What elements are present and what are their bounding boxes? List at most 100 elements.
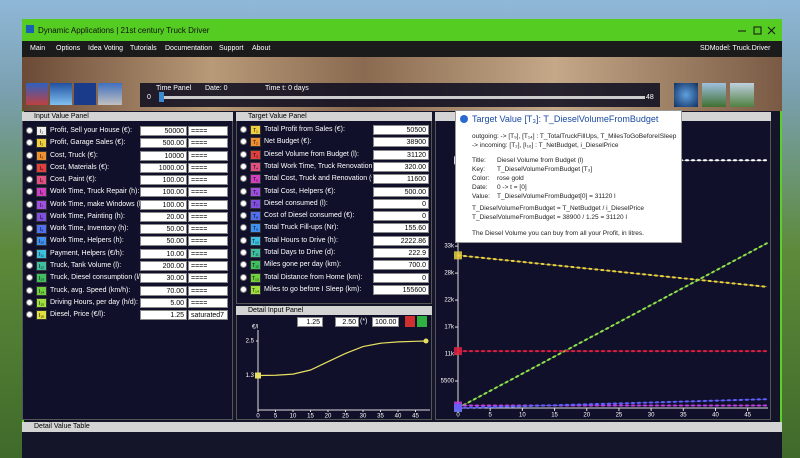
input-mode[interactable]: ==== [188,138,228,149]
radio[interactable] [240,175,247,183]
input-mode[interactable]: ==== [188,175,228,186]
radio[interactable] [240,162,247,170]
radio[interactable] [26,151,33,159]
input-mode[interactable]: saturated7 [188,310,228,321]
input-mode[interactable]: ==== [188,126,228,136]
radio[interactable] [26,163,33,171]
input-mode[interactable]: ==== [188,297,228,308]
thumbnail[interactable] [674,83,698,107]
radio[interactable] [26,212,33,220]
radio[interactable] [26,200,33,208]
detail-input-panel [236,306,432,420]
time-slider[interactable] [160,96,645,99]
input-value[interactable]: 30.00 [140,273,187,284]
input-mode[interactable]: ==== [188,150,228,161]
input-value[interactable]: 5.00 [140,297,187,308]
input-value[interactable]: 500.00 [140,138,187,149]
thumbnail[interactable] [26,83,48,105]
radio[interactable] [26,249,33,257]
input-value[interactable]: 1.25 [140,310,187,321]
input-mode[interactable]: ==== [188,260,228,271]
y-tick-label: 5500 [441,379,455,385]
input-value[interactable]: 50000 [140,126,187,136]
menu-item[interactable]: Options [56,45,81,52]
target-label: Diesel consumed (l): [264,199,328,207]
radio[interactable] [240,150,247,158]
radio[interactable] [240,199,247,207]
radio[interactable] [26,176,33,184]
radio[interactable] [240,187,247,195]
input-value[interactable]: 1000.00 [140,162,187,173]
input-value[interactable]: 70.00 [140,285,187,296]
input-mode[interactable]: ==== [188,236,228,247]
thumbnail[interactable] [98,83,122,105]
input-mode[interactable]: ==== [188,187,228,198]
reset-button[interactable] [405,316,415,327]
radio[interactable] [240,261,247,269]
input-label: Work Time, Truck Repair (h): [50,188,140,196]
input-value[interactable]: 10.00 [140,248,187,259]
input-mode[interactable]: ==== [188,199,228,210]
target-icon: T₃ [250,149,261,160]
menu-item[interactable]: Main [30,45,46,52]
menu-item[interactable]: Documentation [165,45,213,52]
input-mode[interactable]: ==== [188,248,228,259]
menu-item[interactable]: Tutorials [130,45,157,52]
target-icon: T₅ [250,174,261,185]
radio[interactable] [240,224,247,232]
radio[interactable] [26,311,33,319]
x-tick-label: 25 [342,414,349,420]
radio[interactable] [240,273,247,281]
x-tick-label: 20 [583,413,590,419]
radio[interactable] [26,298,33,306]
radio[interactable] [240,249,247,256]
input-mode[interactable]: ==== [188,224,228,235]
radio[interactable] [240,212,247,220]
x-tick-label: 0 [256,414,260,420]
input-value[interactable]: 100.00 [140,175,187,186]
input-value[interactable]: 100.00 [140,199,187,210]
radio[interactable] [26,139,33,147]
input-mode[interactable]: ==== [188,162,228,173]
radio[interactable] [26,261,33,269]
input-value[interactable]: 50.00 [140,236,187,247]
thumbnail[interactable] [74,83,96,105]
start-point [255,372,261,379]
percent-input[interactable]: 100.00 % [372,317,399,327]
end-input[interactable]: 2.50 [335,317,359,327]
input-mode[interactable]: ==== [188,273,228,284]
axis-unit: €/l [252,325,258,331]
input-value[interactable]: 20.00 [140,211,187,222]
thumbnail[interactable] [702,83,726,107]
input-mode[interactable]: ==== [188,211,228,222]
menu-item[interactable]: Idea Voting [88,45,124,52]
menu-item[interactable]: About [252,45,271,52]
radio[interactable] [240,285,247,293]
input-value[interactable]: 200.00 [140,260,187,271]
maximize[interactable] [753,26,762,35]
target-icon: T₉ [250,223,261,234]
thumbnail[interactable] [50,83,72,105]
radio[interactable] [26,127,33,134]
start-input[interactable]: 1.25 [297,317,323,327]
input-value[interactable]: 10000 [140,150,187,161]
radio[interactable] [26,188,33,196]
footer-body [22,432,782,458]
radio[interactable] [240,138,247,146]
thumbnail[interactable] [730,83,754,107]
radio[interactable] [26,286,33,294]
apply-button[interactable] [417,316,427,327]
radio[interactable] [240,126,247,133]
radio[interactable] [240,236,247,244]
input-value[interactable]: 50.00 [140,224,187,235]
slider-thumb[interactable] [159,92,164,102]
radio[interactable] [26,274,33,282]
window-title: Dynamic Applications | 21st century Truc… [38,26,210,35]
menu-item[interactable]: Support [219,45,244,52]
input-value[interactable]: 100.00 [140,187,187,198]
close[interactable] [767,26,776,35]
radio[interactable] [26,237,33,245]
radio[interactable] [26,225,33,233]
input-mode[interactable]: ==== [188,285,228,296]
target-value: 50500 [373,125,429,135]
